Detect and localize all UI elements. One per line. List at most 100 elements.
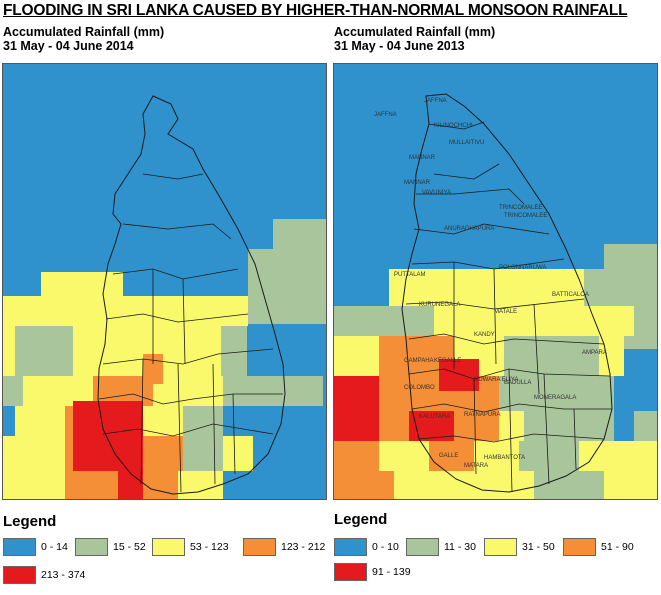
place-label: JAFFNA [374, 112, 397, 118]
place-label: BADULLA [504, 380, 531, 386]
rainfall-cell [248, 249, 326, 324]
legend-2013-item-4: 51 - 90 [563, 538, 634, 556]
legend-2014-title: Legend [3, 513, 57, 530]
place-label: GALLE [439, 453, 458, 459]
district-boundaries [401, 93, 613, 493]
place-label: MATALE [494, 309, 517, 315]
rainfall-cell [15, 471, 65, 499]
rainfall-cell [534, 471, 604, 499]
legend-2013-item-3: 31 - 50 [484, 538, 555, 556]
map-2013-subtitle: Accumulated Rainfall (mm) 31 May - 04 Ju… [334, 25, 495, 53]
rainfall-map-2014-canvas [3, 64, 326, 499]
rainfall-cell [15, 406, 65, 436]
legend-swatch [563, 538, 596, 556]
rainfall-cell [334, 336, 379, 376]
rainfall-cell [221, 326, 247, 376]
rainfall-cell [3, 436, 15, 471]
rainfall-cell [65, 471, 93, 499]
place-label: BATTICALOA [552, 292, 589, 298]
rainfall-cell [579, 441, 657, 471]
legend-swatch [406, 538, 439, 556]
rainfall-cell [101, 272, 123, 296]
place-label: GAMPAHA [404, 358, 434, 364]
island-outline [97, 95, 286, 495]
legend-label: 53 - 123 [190, 541, 229, 553]
rainfall-map-2014 [2, 63, 327, 500]
place-label: MANNAR [409, 155, 436, 161]
place-label: AMPARA [582, 350, 607, 356]
island-outline [401, 93, 613, 493]
rainfall-cell [223, 376, 323, 406]
page-title: FLOODING IN SRI LANKA CAUSED BY HIGHER-T… [3, 2, 628, 19]
map-2014-subtitle-line2: 31 May - 04 June 2014 [3, 39, 134, 53]
district-lines [405, 121, 612, 493]
rainfall-map-2013-canvas: JAFFNA JAFFNA KILINOCHCHI MULLAITIVU MANNAR M… [334, 64, 657, 499]
rainfall-cell [524, 411, 614, 441]
rainfall-cell [178, 471, 223, 499]
rainfall-cell [434, 471, 534, 499]
rainfall-cell [153, 376, 223, 406]
legend-2014-item-4: 123 - 212 [243, 538, 325, 556]
rainfall-cell [43, 296, 248, 326]
place-label: TRINCOMALEE [499, 205, 542, 211]
rainfall-cell [379, 411, 409, 441]
place-label: PUTTALAM [394, 272, 426, 278]
legend-2013-title: Legend [334, 511, 388, 528]
rainfall-cell [334, 441, 379, 471]
place-label: KANDY [474, 332, 495, 338]
rainfall-cell [41, 272, 101, 296]
legend-label: 51 - 90 [601, 541, 634, 553]
place-label: KEGALLE [434, 358, 461, 364]
rainfall-cell [118, 471, 143, 499]
rainfall-cell [15, 326, 73, 376]
legend-label: 0 - 14 [41, 541, 68, 553]
legend-swatch [152, 538, 185, 556]
legend-swatch [334, 538, 367, 556]
rainfall-map-2013: JAFFNA JAFFNA KILINOCHCHI MULLAITIVU MANNAR M… [333, 63, 658, 500]
legend-swatch [484, 538, 517, 556]
rainfall-cell [499, 376, 614, 411]
rainfall-cell [454, 411, 499, 441]
place-label: POLONNARUWA [499, 265, 546, 271]
place-label: ANURADHAPURA [444, 226, 494, 232]
legend-label: 11 - 30 [444, 541, 476, 553]
rainfall-cell [409, 411, 454, 441]
legend-label: 213 - 374 [41, 569, 86, 581]
legend-2013-item-5: 91 - 139 [334, 563, 411, 581]
rainfall-cell [439, 359, 479, 391]
rainfall-cell [379, 441, 429, 471]
place-label: JAFFNA [424, 98, 447, 104]
place-label: MULLAITIVU [449, 140, 484, 146]
place-label: MONERAGALA [534, 395, 576, 401]
map-2014-subtitle-line1: Accumulated Rainfall (mm) [3, 25, 165, 39]
rainfall-cell [579, 269, 657, 309]
rainfall-cell [389, 269, 584, 306]
place-label: RATNAPURA [464, 412, 501, 418]
rainfall-cell [73, 401, 143, 471]
place-label: TRINCOMALEE [504, 213, 547, 219]
legend-2013-item-1: 0 - 10 [334, 538, 399, 556]
legend-swatch [75, 538, 108, 556]
place-label: NUWARA ELIYA [474, 377, 518, 383]
rainfall-grid [3, 219, 326, 499]
legend-swatch [3, 538, 36, 556]
rainfall-cell [334, 471, 394, 499]
rainfall-cell [334, 306, 434, 336]
rainfall-cell [143, 354, 163, 384]
rainfall-cell [15, 436, 65, 471]
district-boundaries [97, 95, 286, 495]
rainfall-cell [379, 376, 409, 411]
legend-2013-item-2: 11 - 30 [406, 538, 476, 556]
legend-swatch [334, 563, 367, 581]
place-label: KURUNEGALA [419, 302, 460, 308]
legend-label: 31 - 50 [522, 541, 555, 553]
place-label: KILINOCHCHI [434, 123, 473, 129]
map-2013-subtitle-line2: 31 May - 04 June 2013 [334, 39, 465, 53]
legend-label: 0 - 10 [372, 541, 399, 553]
rainfall-cell [429, 441, 474, 471]
legend-swatch [243, 538, 276, 556]
legend-label: 123 - 212 [281, 541, 326, 553]
rainfall-cell [334, 376, 379, 411]
place-label: HAMBANTOTA [484, 455, 525, 461]
rainfall-cell [3, 471, 15, 499]
